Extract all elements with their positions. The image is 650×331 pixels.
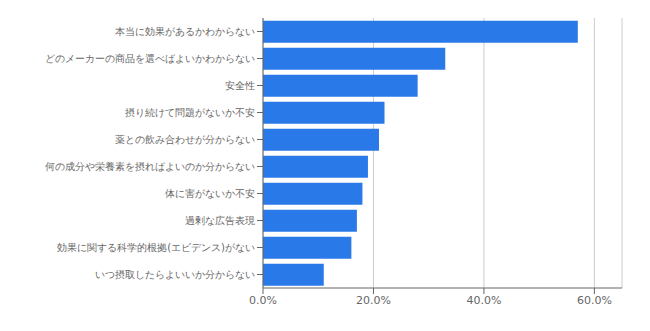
svg-text:本当に効果があるかわからない: 本当に効果があるかわからない (115, 26, 255, 37)
svg-text:薬との飲み合わせが分からない: 薬との飲み合わせが分からない (115, 134, 255, 145)
svg-text:効果に関する科学的根拠(エビデンス)がない: 効果に関する科学的根拠(エビデンス)がない (57, 242, 255, 253)
svg-text:安全性: 安全性 (225, 80, 255, 91)
svg-text:摂り続けて問題がないか不安: 摂り続けて問題がないか不安 (125, 107, 255, 118)
svg-text:0.0%: 0.0% (249, 294, 277, 307)
svg-text:60.0%: 60.0% (577, 294, 612, 307)
svg-text:いつ摂取したらよいいか分からない: いつ摂取したらよいいか分からない (95, 269, 255, 280)
svg-text:何の成分や栄養素を摂ればよいのか分からない: 何の成分や栄養素を摂ればよいのか分からない (45, 161, 255, 172)
svg-text:体に害がないか不安: 体に害がないか不安 (165, 188, 255, 199)
svg-text:40.0%: 40.0% (466, 294, 501, 307)
svg-text:どのメーカーの商品を選べばよいかわからない: どのメーカーの商品を選べばよいかわからない (45, 53, 255, 64)
svg-text:20.0%: 20.0% (356, 294, 391, 307)
svg-text:過剰な広告表現: 過剰な広告表現 (185, 215, 255, 226)
